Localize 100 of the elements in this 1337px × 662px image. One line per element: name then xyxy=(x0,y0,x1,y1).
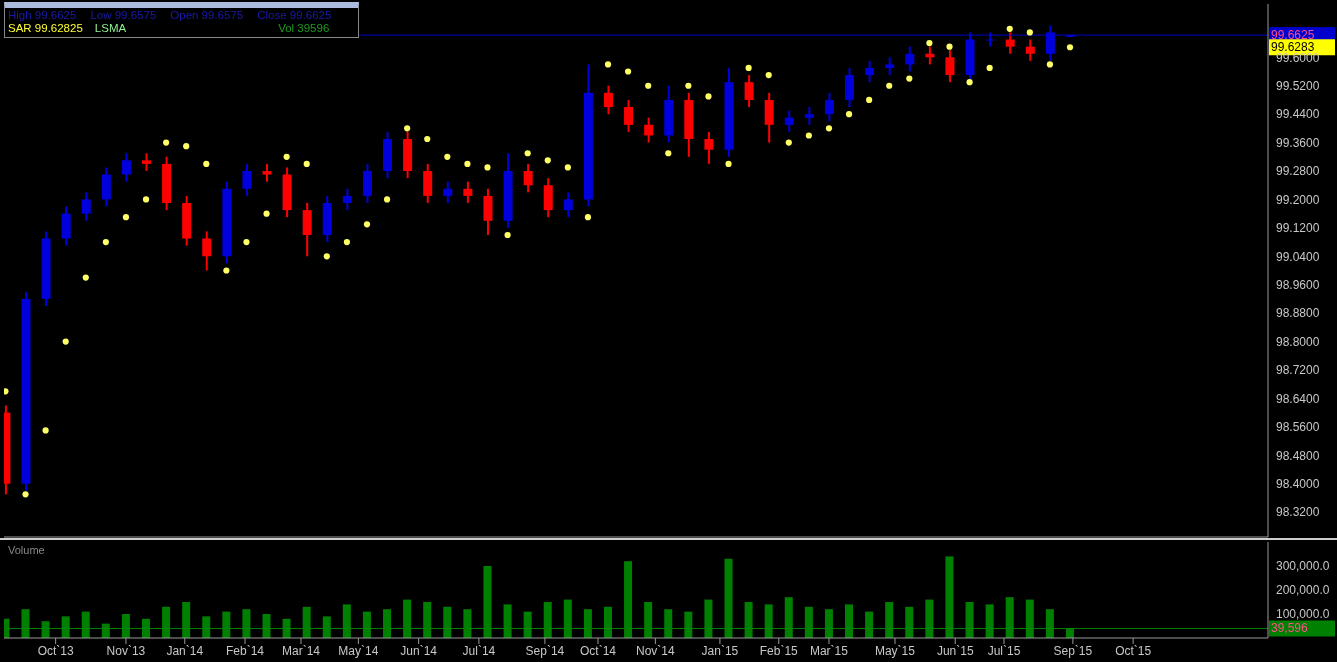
y-tick-label: 98.4800 xyxy=(1276,448,1320,463)
point xyxy=(383,196,391,203)
x-tick-label: Oct`15 xyxy=(1115,643,1152,658)
ref-line-label: 39,596 xyxy=(1271,621,1309,636)
point xyxy=(886,82,893,89)
candlestick xyxy=(644,116,654,144)
point xyxy=(584,214,592,221)
y-tick-label: 98.4000 xyxy=(1276,476,1320,491)
candlestick xyxy=(603,84,613,116)
point xyxy=(183,143,190,150)
candlestick xyxy=(744,74,754,109)
point xyxy=(223,267,230,274)
point xyxy=(544,157,551,164)
chart-title: Volume xyxy=(8,544,45,556)
point xyxy=(785,139,792,146)
point xyxy=(986,64,993,72)
candlestick xyxy=(784,109,794,133)
point xyxy=(1066,44,1074,51)
y-tick-label: 99.2000 xyxy=(1276,192,1320,207)
point xyxy=(665,150,672,157)
y-tick-label: 99.5200 xyxy=(1276,78,1320,93)
point xyxy=(323,253,330,260)
x-tick-label: May`15 xyxy=(874,643,916,658)
x-tick-label: Feb`14 xyxy=(226,643,265,658)
point xyxy=(283,153,290,160)
point xyxy=(142,196,150,203)
point xyxy=(946,43,953,50)
point xyxy=(564,164,571,171)
y-tick-label: 200,000.0 xyxy=(1276,583,1330,598)
x-tick-label: Mar`14 xyxy=(281,643,321,658)
y-tick-label: 99.3600 xyxy=(1276,135,1320,150)
candlestick xyxy=(443,180,453,204)
y-tick-label: 98.6400 xyxy=(1276,391,1320,406)
point xyxy=(745,64,752,72)
candlestick xyxy=(463,180,473,204)
point xyxy=(42,427,49,434)
point xyxy=(685,82,692,89)
y-tick-label: 300,000.0 xyxy=(1276,559,1330,574)
point xyxy=(22,491,29,498)
candlestick xyxy=(202,230,212,272)
y-tick-label: 98.5600 xyxy=(1276,420,1320,435)
y-tick-label: 99.6000 xyxy=(1276,50,1320,65)
point xyxy=(866,96,873,104)
point xyxy=(263,210,270,217)
x-tick-label: Jan`15 xyxy=(701,643,739,658)
candlestick xyxy=(523,162,533,194)
x-tick-label: May`14 xyxy=(338,643,379,658)
point xyxy=(444,153,451,160)
y-tick-label: 100,000.0 xyxy=(1276,607,1330,622)
point xyxy=(645,82,652,89)
x-tick-label: Jul`14 xyxy=(462,643,496,658)
point xyxy=(1026,29,1033,36)
point xyxy=(464,160,471,167)
candlestick xyxy=(905,45,915,73)
point xyxy=(102,238,109,246)
x-tick-label: Jun`14 xyxy=(400,643,438,658)
x-tick-label: Mar`15 xyxy=(809,643,849,658)
y-tick-label: 98.8000 xyxy=(1276,334,1320,349)
point xyxy=(825,125,833,132)
annotation: High 99.6625 xyxy=(8,9,77,21)
point xyxy=(625,68,632,75)
candlestick xyxy=(242,162,252,197)
x-tick-label: Sep`15 xyxy=(1053,643,1093,658)
point xyxy=(966,79,973,86)
candlestick xyxy=(945,49,955,84)
point xyxy=(203,160,210,167)
point xyxy=(604,61,612,68)
candlestick xyxy=(1005,31,1015,55)
x-tick-label: Jan`14 xyxy=(166,643,204,658)
point xyxy=(343,238,350,246)
point xyxy=(524,150,531,157)
x-tick-label: Oct`13 xyxy=(37,643,74,658)
candlestick xyxy=(1045,24,1055,62)
y-tick-label: 99.0400 xyxy=(1276,249,1320,264)
annotation: Vol 39596 xyxy=(278,22,330,34)
candlestick xyxy=(1025,38,1035,62)
point xyxy=(243,238,250,246)
x-tick-label: Jun`15 xyxy=(936,643,974,658)
y-tick-label: 99.1200 xyxy=(1276,221,1320,236)
point xyxy=(424,135,431,143)
candlestick xyxy=(81,191,91,222)
x-tick-label: Sep`14 xyxy=(525,643,565,658)
y-tick-label: 98.8800 xyxy=(1276,306,1320,321)
point xyxy=(4,388,9,395)
point xyxy=(62,338,69,345)
candlestick xyxy=(563,191,573,219)
x-tick-label: Oct`14 xyxy=(579,643,617,658)
point xyxy=(705,93,712,100)
x-tick-label: Nov`14 xyxy=(636,643,676,658)
x-tick-label: Jul`15 xyxy=(987,643,1021,658)
point xyxy=(1006,25,1013,32)
candlestick xyxy=(342,187,352,212)
candlestick xyxy=(865,59,875,84)
point xyxy=(765,71,772,79)
point xyxy=(504,231,511,239)
y-tick-label: 99.2800 xyxy=(1276,164,1320,179)
point xyxy=(404,125,411,132)
annotation: SAR 99.62825 xyxy=(8,22,83,34)
point xyxy=(484,164,491,171)
annotation: Close 99.6625 xyxy=(257,9,332,21)
